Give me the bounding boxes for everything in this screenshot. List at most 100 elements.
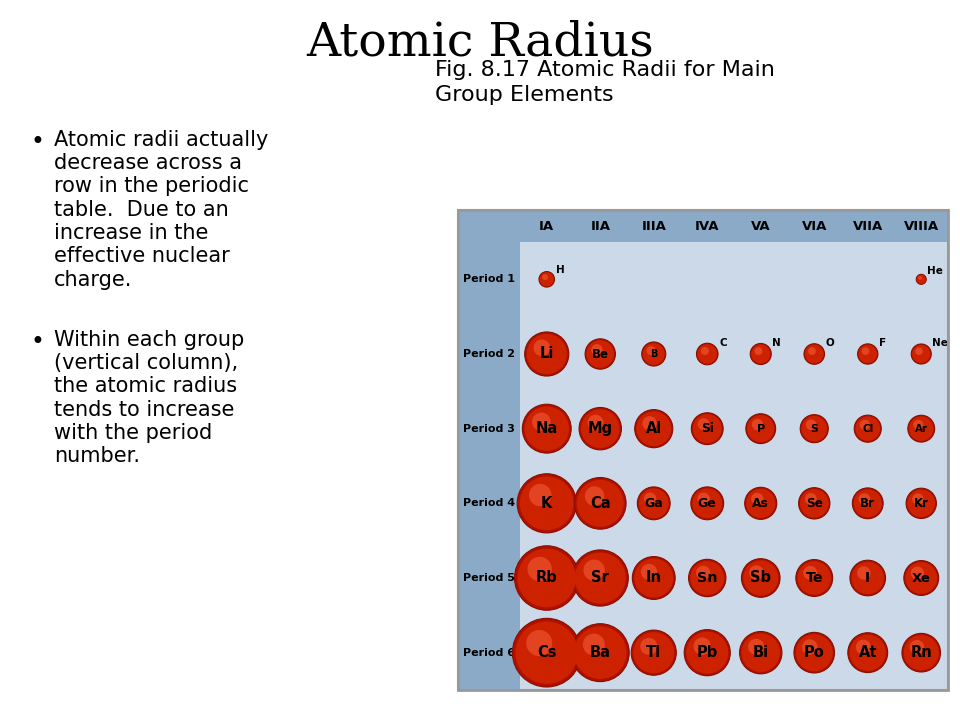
Circle shape	[919, 276, 922, 280]
Circle shape	[524, 406, 569, 451]
Text: Within each group: Within each group	[54, 330, 244, 350]
Circle shape	[527, 334, 566, 374]
Text: decrease across a: decrease across a	[54, 153, 242, 174]
Text: I: I	[865, 571, 871, 585]
Text: Rb: Rb	[536, 570, 558, 585]
Circle shape	[902, 634, 941, 672]
Circle shape	[522, 404, 571, 453]
Text: K: K	[541, 496, 552, 510]
Circle shape	[746, 414, 776, 444]
Text: Ba: Ba	[589, 645, 611, 660]
Text: Br: Br	[860, 497, 876, 510]
Text: Rn: Rn	[910, 645, 932, 660]
Circle shape	[688, 559, 726, 597]
Circle shape	[575, 552, 626, 603]
Circle shape	[577, 480, 624, 527]
Circle shape	[591, 344, 603, 356]
Circle shape	[745, 487, 777, 519]
Text: Xe: Xe	[912, 572, 930, 585]
Circle shape	[802, 416, 827, 441]
Circle shape	[696, 566, 710, 580]
Circle shape	[540, 272, 554, 287]
Circle shape	[519, 477, 574, 530]
Circle shape	[525, 332, 569, 376]
Circle shape	[636, 411, 671, 446]
Text: Period 6: Period 6	[463, 648, 516, 657]
Circle shape	[587, 341, 614, 368]
Text: H: H	[556, 265, 564, 274]
Text: Si: Si	[701, 422, 713, 435]
Text: Ne: Ne	[932, 338, 948, 348]
Text: IVA: IVA	[695, 220, 719, 233]
Text: C: C	[719, 338, 727, 348]
Circle shape	[584, 559, 605, 581]
Bar	[458, 242, 520, 690]
Text: table.  Due to an: table. Due to an	[54, 199, 228, 220]
Circle shape	[799, 487, 829, 519]
Text: Period 4: Period 4	[463, 498, 516, 508]
Circle shape	[858, 493, 870, 505]
Circle shape	[644, 492, 657, 505]
Text: Po: Po	[804, 645, 825, 660]
Circle shape	[739, 631, 782, 674]
Text: tends to increase: tends to increase	[54, 400, 234, 420]
Text: VIIIA: VIIIA	[903, 220, 939, 233]
Text: number.: number.	[54, 446, 140, 467]
Circle shape	[646, 346, 656, 355]
Circle shape	[910, 640, 924, 654]
Text: Tl: Tl	[646, 645, 661, 660]
Text: with the period: with the period	[54, 423, 212, 443]
Circle shape	[527, 557, 552, 581]
Circle shape	[635, 559, 673, 598]
Text: row in the periodic: row in the periodic	[54, 176, 249, 197]
Text: Se: Se	[805, 497, 823, 510]
Circle shape	[697, 343, 718, 365]
Bar	[458, 210, 948, 242]
Circle shape	[802, 639, 818, 654]
Circle shape	[542, 274, 548, 280]
Circle shape	[747, 415, 775, 442]
Circle shape	[692, 488, 722, 518]
Circle shape	[853, 490, 882, 518]
Circle shape	[633, 557, 675, 600]
Text: Ga: Ga	[644, 497, 663, 510]
Text: IA: IA	[540, 220, 554, 233]
Circle shape	[748, 639, 764, 654]
Circle shape	[634, 632, 674, 673]
Circle shape	[588, 415, 604, 431]
Circle shape	[916, 274, 926, 284]
Text: Te: Te	[805, 571, 823, 585]
Circle shape	[796, 559, 832, 596]
Circle shape	[635, 410, 673, 448]
Text: Na: Na	[536, 421, 558, 436]
Circle shape	[585, 339, 615, 369]
Circle shape	[903, 561, 939, 595]
Circle shape	[532, 413, 551, 431]
Text: Period 2: Period 2	[463, 349, 515, 359]
Circle shape	[905, 562, 937, 594]
Circle shape	[691, 413, 723, 444]
Text: N: N	[772, 338, 781, 348]
Text: At: At	[858, 645, 877, 660]
Circle shape	[858, 345, 877, 363]
Circle shape	[908, 415, 935, 442]
Circle shape	[572, 550, 629, 606]
Circle shape	[917, 275, 925, 284]
Text: Ar: Ar	[915, 423, 927, 433]
Text: In: In	[646, 570, 661, 585]
Circle shape	[852, 562, 884, 594]
Circle shape	[800, 489, 828, 518]
Circle shape	[517, 474, 576, 533]
Circle shape	[693, 637, 711, 655]
Circle shape	[642, 416, 657, 431]
Text: Atomic radii actually: Atomic radii actually	[54, 130, 269, 150]
Circle shape	[701, 347, 709, 355]
Text: Al: Al	[646, 421, 661, 436]
Circle shape	[751, 492, 763, 505]
Circle shape	[850, 560, 885, 595]
Text: IIA: IIA	[590, 220, 611, 233]
Text: Cs: Cs	[537, 645, 557, 660]
Circle shape	[804, 345, 824, 364]
Circle shape	[794, 632, 834, 673]
Circle shape	[855, 416, 880, 441]
